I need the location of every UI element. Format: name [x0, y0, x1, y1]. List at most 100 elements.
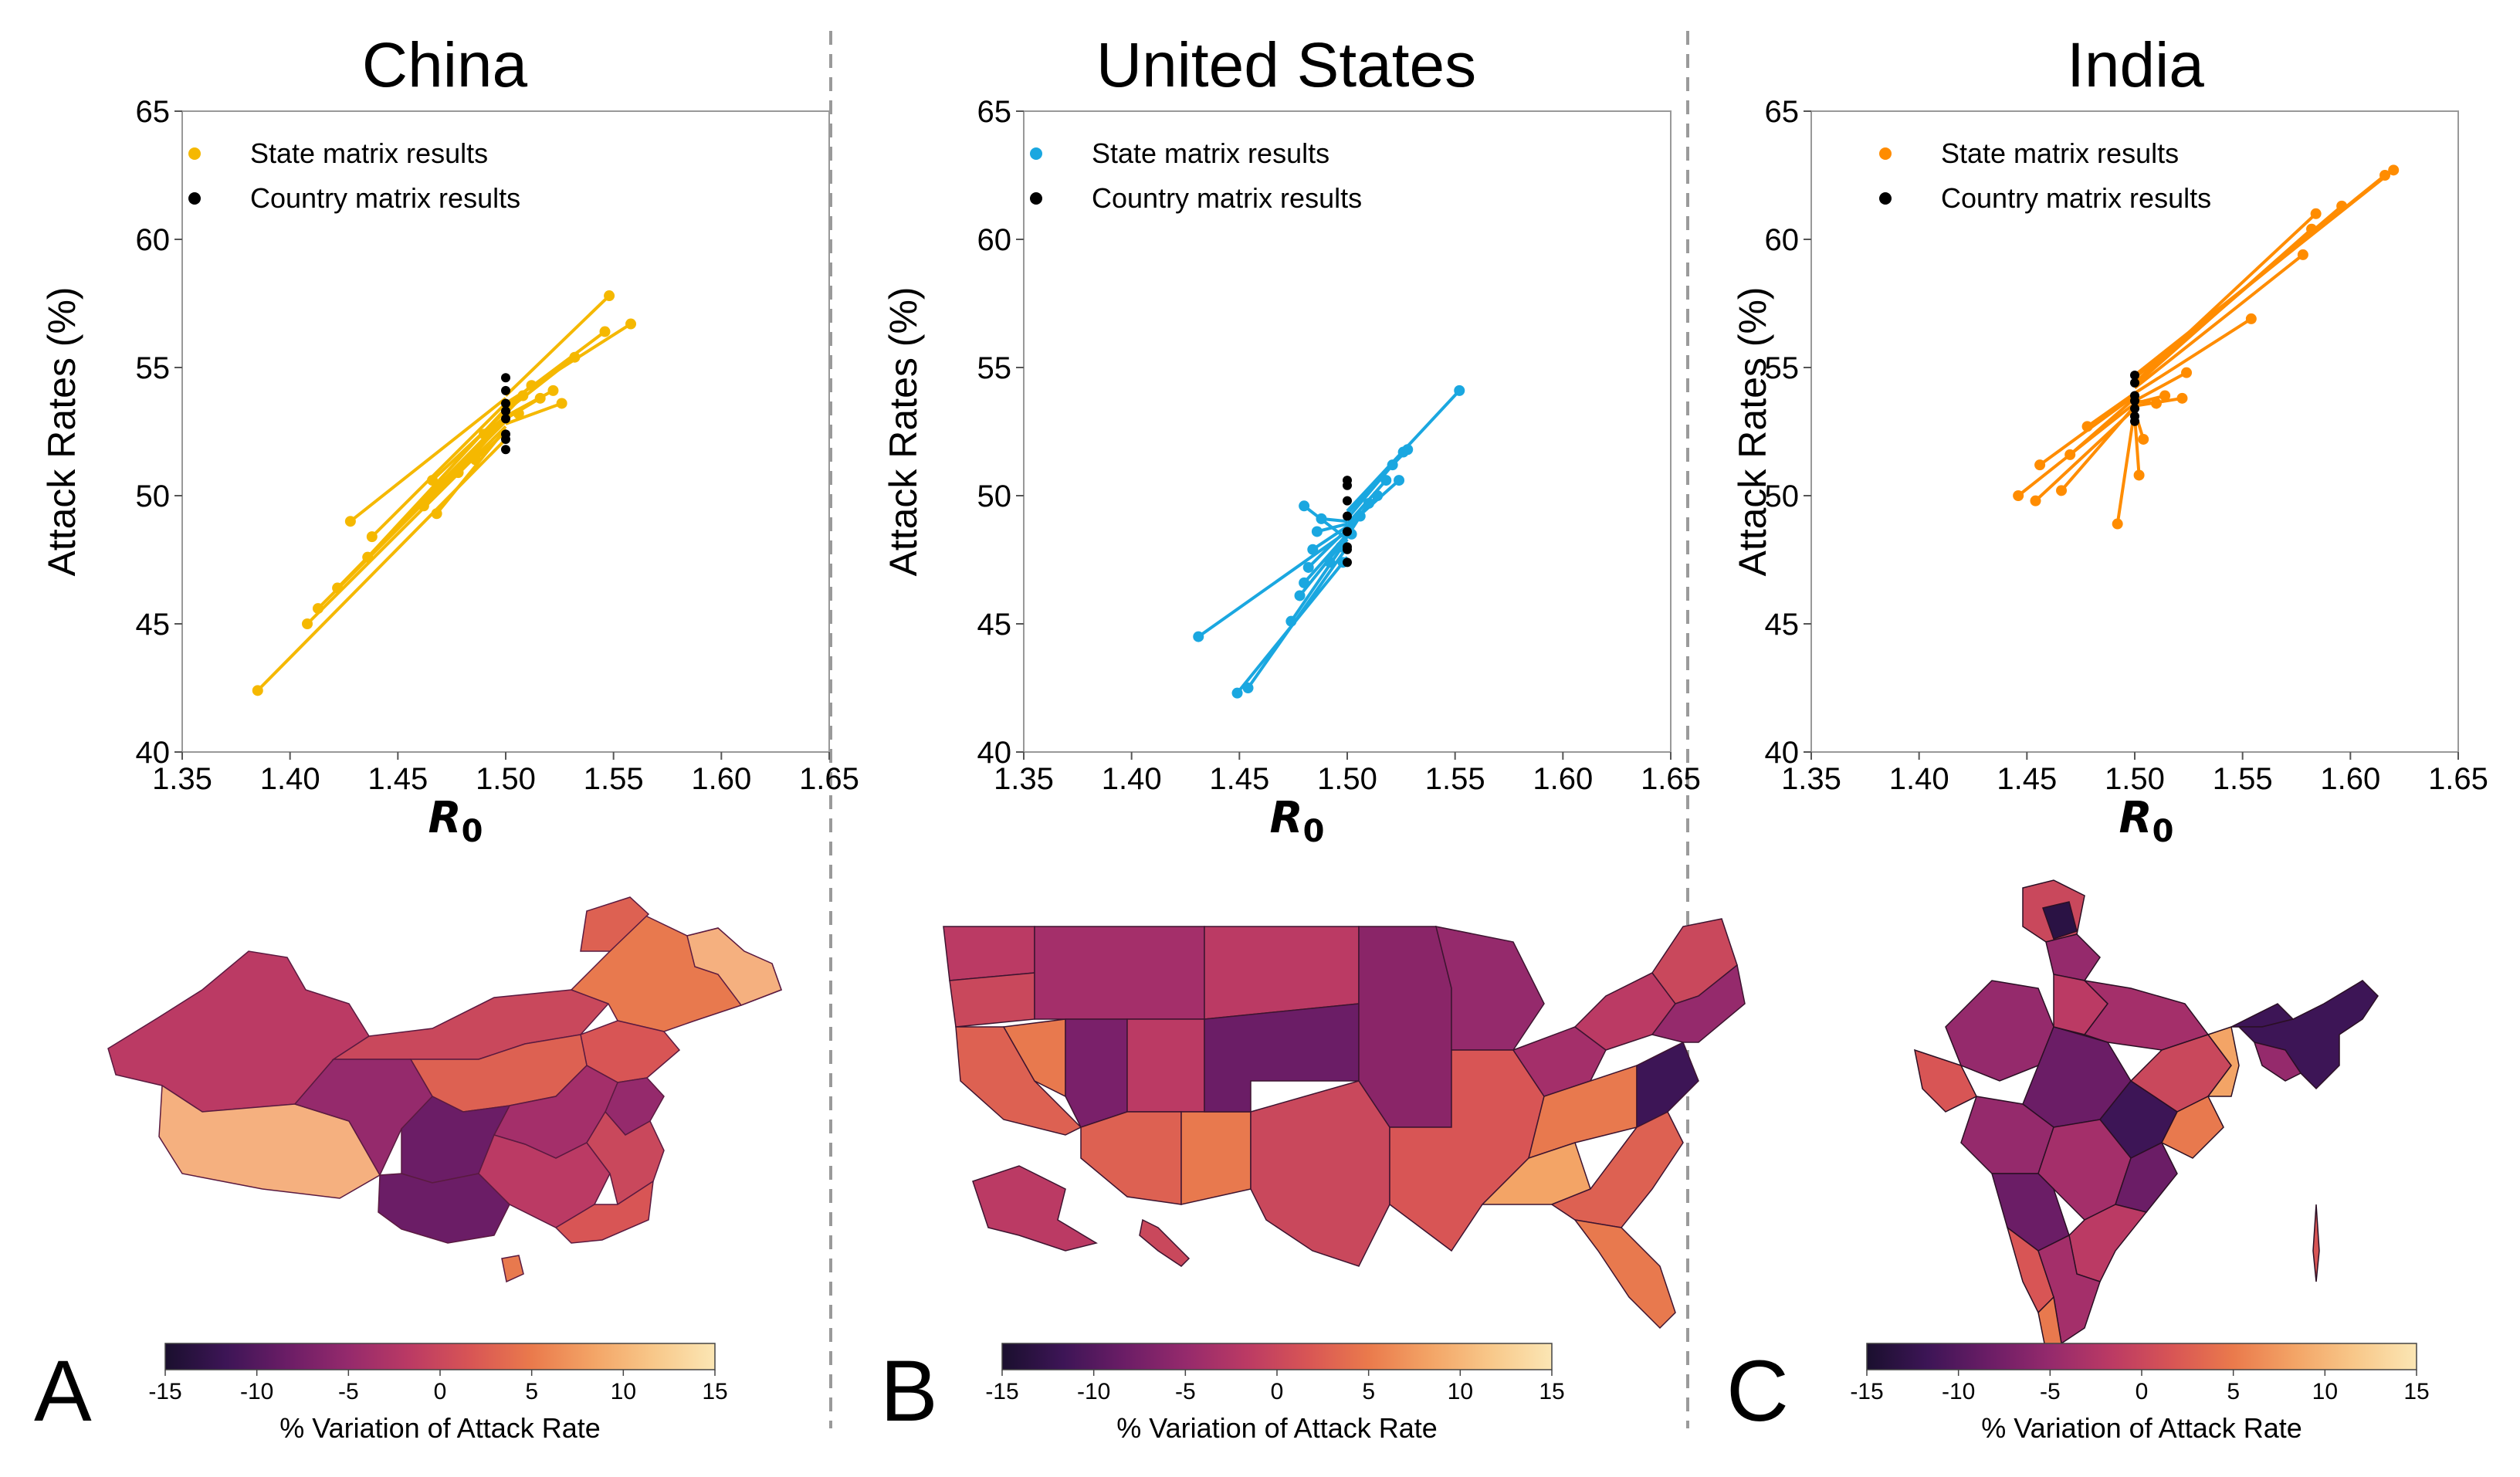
state-points — [1193, 384, 1465, 699]
state-point — [1402, 444, 1414, 456]
chart-title: United States — [1096, 30, 1476, 100]
x-axis-label: R0 — [428, 793, 483, 849]
china-map — [107, 896, 782, 1283]
x-tick-label: 1.45 — [1997, 762, 2057, 796]
legend-label-state: State matrix results — [1941, 137, 2179, 169]
state-point — [569, 351, 581, 363]
y-tick-label: 45 — [136, 608, 171, 642]
chart-title: India — [2067, 30, 2204, 100]
x-tick-label: 1.40 — [1102, 762, 1162, 796]
map-region — [378, 1173, 510, 1244]
state-point — [2379, 170, 2391, 181]
state-point — [1316, 513, 1327, 524]
y-tick-label: 50 — [136, 479, 171, 513]
state-point — [547, 384, 559, 396]
connecting-lines — [2017, 168, 2395, 524]
legend-marker-state — [1879, 147, 1892, 160]
state-point — [344, 516, 356, 527]
connecting-line — [504, 294, 611, 397]
legend-label-country: Country matrix results — [250, 182, 520, 214]
connecting-line — [504, 322, 632, 405]
colorbar-tick-label: 10 — [611, 1379, 636, 1404]
state-point — [1302, 561, 1314, 573]
map-region — [1651, 964, 1746, 1043]
india-map — [1914, 879, 2379, 1353]
legend: State matrix results Country matrix resu… — [1879, 137, 2211, 214]
colorbar-tick-label: -15 — [985, 1379, 1018, 1404]
country-point — [501, 385, 510, 395]
colorbar-tick-label: 10 — [1448, 1379, 1473, 1404]
y-axis: 40 45 50 55 60 65 — [136, 95, 182, 770]
map-region — [1481, 1142, 1591, 1205]
y-tick-label: 60 — [977, 223, 1012, 257]
y-tick-label: 40 — [1765, 736, 1800, 770]
x-tick-label: 1.35 — [1781, 762, 1841, 796]
map-region — [2045, 933, 2101, 981]
map-region — [2312, 1204, 2320, 1282]
x-tick-label: 1.50 — [476, 762, 536, 796]
country-point — [501, 445, 510, 455]
legend-marker-state — [188, 147, 201, 160]
state-point — [526, 380, 537, 391]
map-region — [1065, 1018, 1128, 1128]
colorbar-tick-label: 5 — [525, 1379, 538, 1404]
state-point — [1193, 631, 1204, 642]
colorbar-tick-label: 0 — [1271, 1379, 1284, 1404]
colorbar-tick-label: 0 — [434, 1379, 447, 1404]
connecting-line — [2086, 391, 2136, 428]
legend-marker-country — [1030, 192, 1042, 205]
map-region — [1080, 1111, 1182, 1205]
colorbars: -15 -10 -5 0 5 10 15 % Variation of Attack Rate… — [148, 1343, 2430, 1444]
x-axis: 1.35 1.40 1.45 1.50 1.55 1.60 1.65 — [994, 752, 1701, 796]
state-point — [469, 454, 481, 466]
state-point — [2310, 208, 2322, 219]
x-axis-label-sub: 0 — [1303, 814, 1325, 849]
state-point — [1307, 544, 1319, 555]
state-point — [312, 603, 323, 615]
state-point — [1394, 475, 1405, 486]
state-point — [2112, 518, 2123, 530]
y-tick-label: 60 — [136, 223, 171, 257]
country-point — [501, 406, 510, 416]
y-tick-label: 65 — [1765, 95, 1800, 129]
state-point — [1242, 683, 1254, 693]
state-point — [556, 398, 567, 409]
colorbar-tick-label: -10 — [1942, 1379, 1975, 1404]
y-axis-label: Attack Rates (%) — [1731, 286, 1774, 576]
y-axis: 40 45 50 55 60 65 — [977, 95, 1024, 770]
country-point — [1343, 476, 1352, 486]
map-region — [586, 1110, 665, 1206]
connecting-line — [1246, 546, 1349, 689]
panel-label-a: A — [34, 1343, 92, 1439]
x-tick-label: 1.65 — [1641, 762, 1701, 796]
state-point — [452, 467, 464, 479]
map-region — [2237, 980, 2379, 1090]
colorbar-tick-label: -5 — [2040, 1379, 2061, 1404]
colorbar-tick-label: 5 — [2227, 1379, 2240, 1404]
y-tick-label: 50 — [1765, 479, 1800, 513]
colorbar-label: % Variation of Attack Rate — [1981, 1412, 2302, 1444]
state-point — [517, 390, 529, 401]
map-region — [1434, 926, 1545, 1051]
x-axis: 1.35 1.40 1.45 1.50 1.55 1.60 1.65 — [152, 752, 859, 796]
x-tick-label: 1.50 — [2105, 762, 2165, 796]
connecting-line — [371, 402, 507, 538]
x-tick-label: 1.65 — [2428, 762, 2488, 796]
map-region — [1204, 926, 1360, 1020]
y-tick-label: 65 — [977, 95, 1012, 129]
x-tick-label: 1.45 — [1209, 762, 1269, 796]
x-tick-label: 1.40 — [1889, 762, 1949, 796]
y-tick-label: 60 — [1765, 223, 1800, 257]
country-point — [1343, 511, 1352, 521]
state-point — [418, 500, 429, 512]
y-tick-label: 55 — [1765, 351, 1800, 385]
x-axis-label-r: R — [2119, 793, 2152, 843]
connecting-line — [505, 401, 563, 425]
connecting-line — [2115, 408, 2136, 524]
legend-label-state: State matrix results — [1092, 137, 1329, 169]
map-region — [580, 896, 650, 952]
map-region — [1126, 1018, 1205, 1113]
country-point — [501, 434, 510, 444]
map-region — [972, 1165, 1098, 1252]
